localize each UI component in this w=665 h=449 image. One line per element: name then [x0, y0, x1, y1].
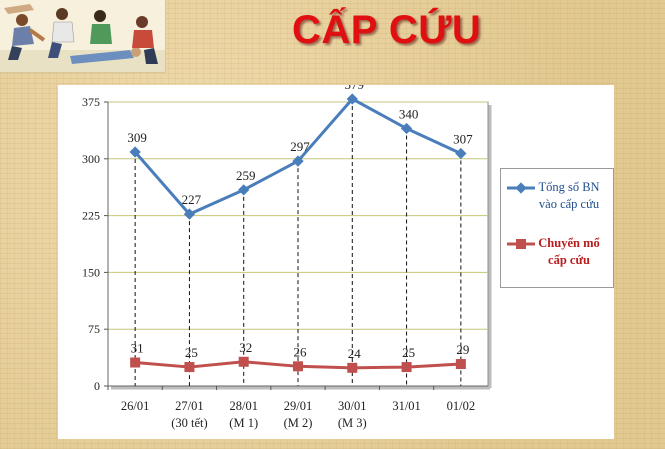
chart-panel: 0 75 150 225 300 375 26/01 27/01 (30 tết) 28/01 (M…	[58, 85, 614, 439]
data-point	[401, 362, 412, 373]
data-label: 25	[185, 345, 198, 360]
y-tick-label: 375	[82, 95, 100, 109]
data-point	[292, 155, 304, 167]
data-label: 227	[182, 192, 202, 207]
line-chart: 0 75 150 225 300 375 26/01 27/01 (30 tết) 28/01 (M…	[82, 85, 492, 430]
first-aid-illustration	[0, 0, 166, 73]
data-point	[184, 362, 195, 373]
legend-label-total: Tổng số BN vào cấp cứu	[538, 180, 600, 211]
data-label: 25	[402, 345, 415, 360]
data-point	[238, 356, 249, 367]
y-tick-label: 0	[94, 379, 100, 393]
legend: Tổng số BN vào cấp cứu Chuyển mổ cấp cứu	[500, 168, 614, 288]
page-title: CẤP CỨU	[292, 8, 482, 52]
x-tick-label: 28/01 (M 1)	[229, 399, 258, 430]
data-label: 309	[127, 130, 146, 145]
x-tick-label: 29/01 (M 2)	[284, 399, 313, 430]
data-point	[293, 361, 303, 372]
data-label: 31	[131, 341, 144, 356]
data-point	[130, 357, 141, 368]
data-label: 32	[239, 340, 252, 355]
data-label: 340	[399, 107, 419, 122]
data-label: 29	[456, 342, 469, 357]
y-tick-label: 300	[82, 152, 100, 166]
data-label: 259	[236, 168, 256, 183]
data-point	[347, 362, 358, 373]
data-point	[455, 147, 467, 160]
legend-label-surgery: Chuyển mổ cấp cứu	[538, 236, 600, 267]
data-point	[129, 146, 141, 158]
data-label: 26	[294, 344, 308, 359]
data-point	[455, 359, 466, 370]
y-tick-label: 225	[82, 209, 100, 223]
x-tick-label: 31/01	[392, 399, 420, 413]
legend-marker-surgery	[516, 239, 526, 249]
x-tick-label: 01/02	[447, 399, 475, 413]
data-label: 297	[290, 139, 310, 154]
data-point	[238, 184, 250, 196]
data-label: 307	[453, 131, 473, 146]
data-label: 379	[345, 85, 365, 92]
y-tick-label: 150	[82, 265, 100, 279]
data-label: 24	[348, 346, 362, 361]
legend-marker-total	[515, 182, 527, 194]
x-tick-label: 26/01	[121, 399, 149, 413]
x-tick-label: 30/01 (M 3)	[338, 399, 367, 430]
x-tick-label: 27/01 (30 tết)	[171, 399, 207, 430]
y-tick-label: 75	[88, 322, 100, 336]
